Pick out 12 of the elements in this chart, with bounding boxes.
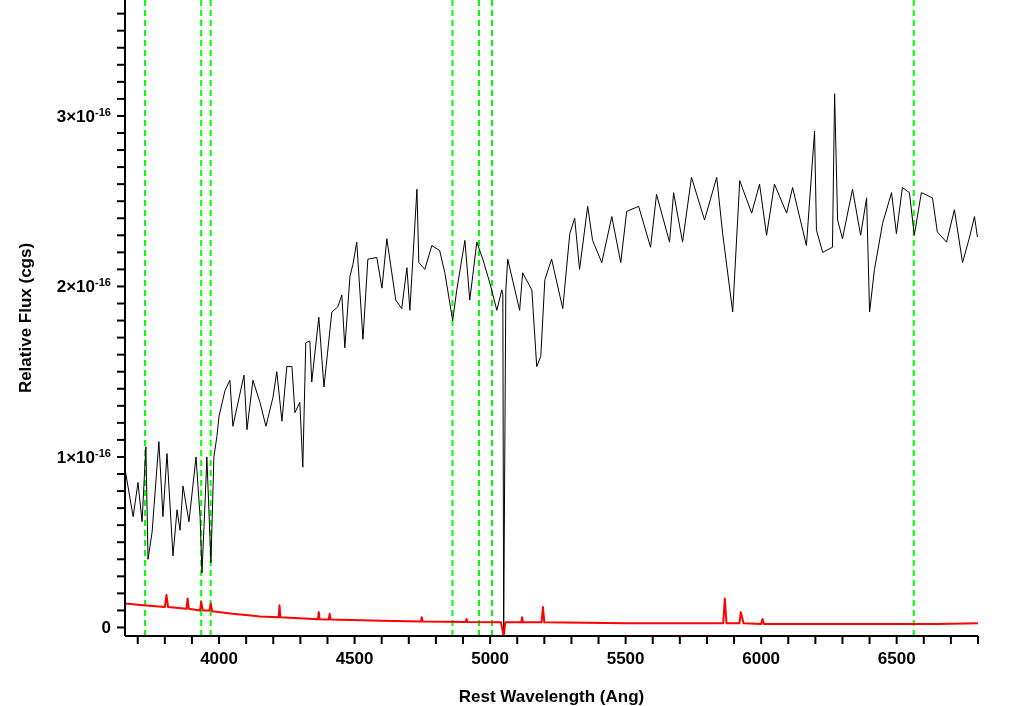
y-tick-label: 1×10$^{-16}$ (56, 446, 111, 467)
y-tick-label: 3×10$^{-16}$ (56, 105, 111, 126)
x-tick-label: 5500 (606, 649, 645, 668)
x-tick-label: 6000 (742, 649, 781, 668)
x-axis-title: Rest Wavelength (Ang) (458, 687, 645, 706)
y-tick-label: 0 (101, 618, 111, 638)
x-tick-label: 4500 (335, 649, 374, 668)
x-tick-label: 4000 (200, 649, 238, 668)
y-axis-title: Relative Flux (cgs) (16, 242, 36, 394)
x-tick-label: 6500 (877, 649, 916, 668)
x-tick-label: 5000 (471, 649, 510, 668)
y-tick-label: 2×10$^{-16}$ (56, 276, 111, 297)
